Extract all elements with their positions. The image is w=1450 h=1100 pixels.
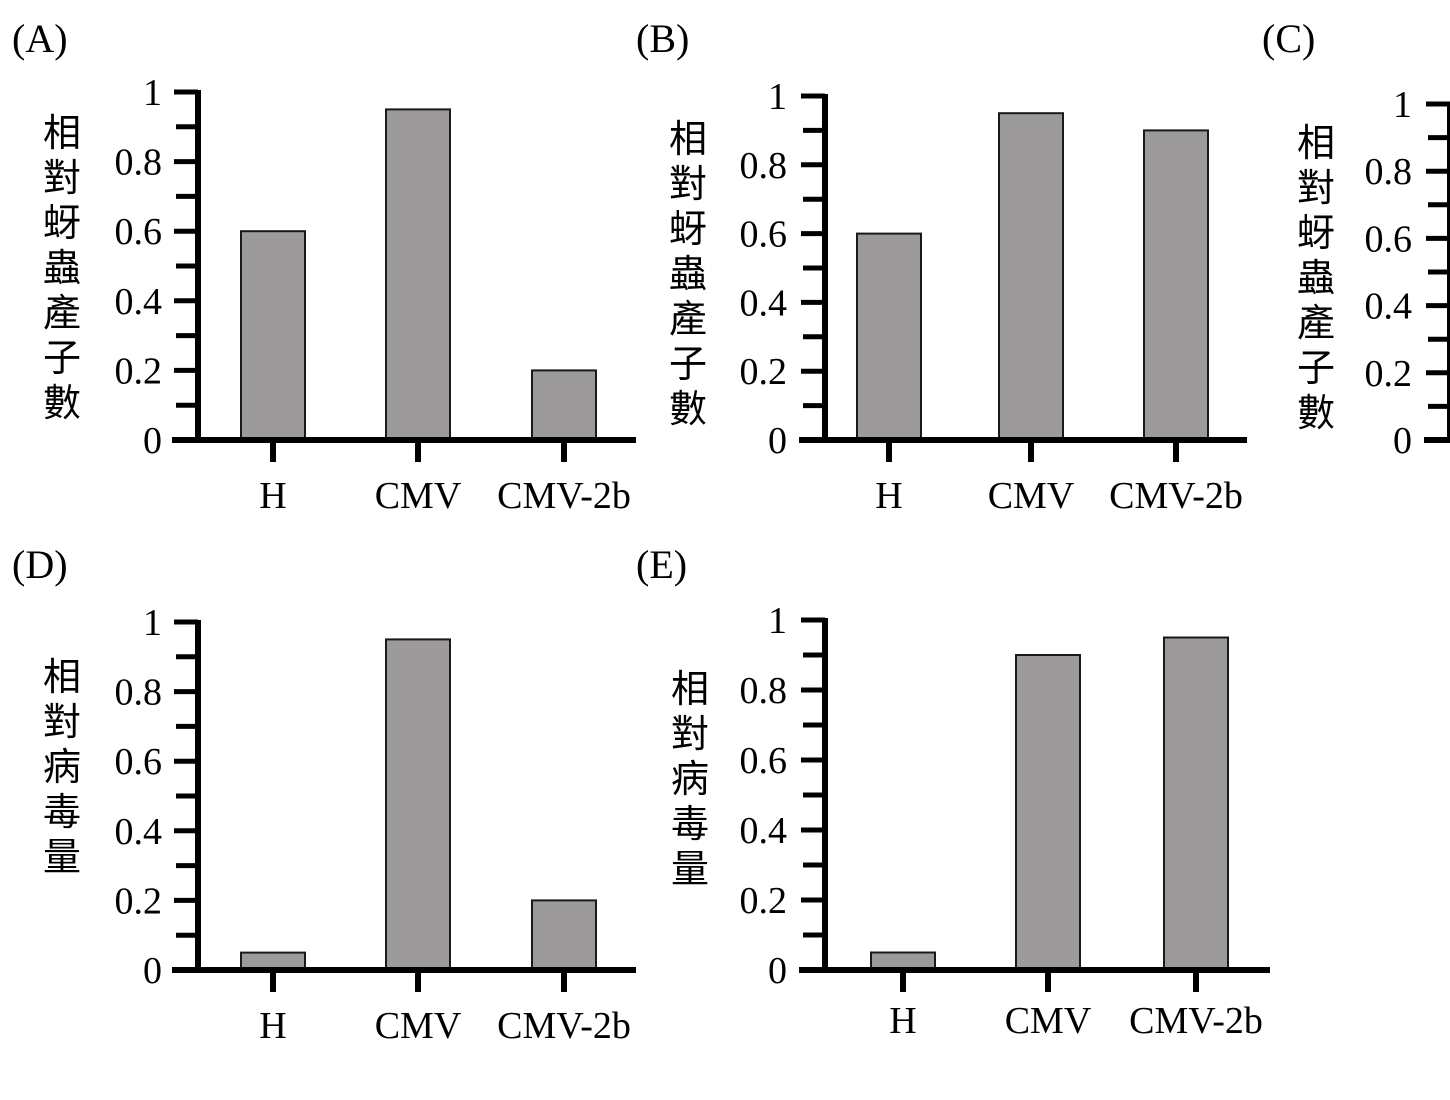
- panel-b-x-tick-label: CMV: [988, 475, 1075, 517]
- panel-e-x-tick-label: CMV: [1005, 1000, 1092, 1042]
- panel-d-ylabel-char: 對: [43, 700, 81, 744]
- panel-a-ylabel-char: 對: [43, 156, 81, 200]
- panel-d-bar: [385, 638, 451, 972]
- panel-d-ylabel-char: 量: [43, 835, 81, 879]
- panel-e-y-tick-label: 0.8: [740, 670, 788, 712]
- panel-e-y-tick-label: 0.6: [740, 740, 788, 782]
- panel-b-label: (B): [636, 16, 689, 61]
- panel-e-y-tick-label: 0.4: [740, 810, 788, 852]
- panel-d-ylabel-char: 病: [43, 745, 81, 789]
- panel-a-bar: [531, 369, 597, 441]
- panel-c-y-tick-label: 0.6: [1365, 218, 1413, 260]
- panel-c-y-tick-label: 0: [1393, 420, 1412, 462]
- panel-a-bar: [240, 230, 306, 441]
- panel-d-bar: [531, 899, 597, 972]
- panel-a-y-tick-label: 0.2: [115, 350, 163, 392]
- panel-c-ylabel-char: 產: [1297, 301, 1335, 345]
- panel-d-y-tick-label: 0.4: [115, 811, 163, 853]
- panel-a-y-tick-label: 0.8: [115, 142, 163, 184]
- panel-d-x-tick-label: CMV-2b: [497, 1005, 631, 1047]
- panel-a-ylabel-char: 蟲: [43, 246, 81, 290]
- panel-e-x-tick-label: H: [889, 1000, 916, 1042]
- panel-e-y-tick-label: 1: [768, 600, 787, 642]
- panel-c-y-tick-label: 0.4: [1365, 286, 1413, 328]
- panel-e-y-tick-label: 0.2: [740, 880, 788, 922]
- panel-b-bar: [856, 232, 922, 441]
- panel-e-x-tick-label: CMV-2b: [1129, 1000, 1263, 1042]
- panel-a-y-tick-label: 1: [143, 72, 162, 114]
- panel-b-y-tick-label: 1: [768, 76, 787, 118]
- panel-b-ylabel-char: 數: [669, 387, 707, 431]
- panel-e-ylabel-char: 相: [671, 667, 709, 711]
- panel-c-ylabel-char: 數: [1297, 391, 1335, 435]
- panel-e-ylabel-char: 病: [671, 757, 709, 801]
- panel-a-y-tick-label: 0.6: [115, 211, 163, 253]
- panel-c-ylabel-char: 子: [1297, 346, 1335, 390]
- panel-d-x-tick-label: H: [259, 1005, 286, 1047]
- panel-e-label: (E): [636, 542, 687, 587]
- panel-b-y-tick-label: 0.2: [740, 351, 788, 393]
- panel-b-ylabel-char: 產: [669, 297, 707, 341]
- panel-b-x-tick-label: CMV-2b: [1109, 475, 1243, 517]
- panel-b-bar: [1143, 129, 1209, 441]
- panel-d-label: (D): [12, 542, 68, 587]
- panel-b-y-tick-label: 0.6: [740, 214, 788, 256]
- panel-a-ylabel-char: 數: [43, 381, 81, 425]
- panel-e-bar: [1163, 636, 1229, 971]
- panel-b-ylabel-char: 蚜: [669, 207, 707, 251]
- panel-d-y-tick-label: 0.8: [115, 672, 163, 714]
- panel-a-ylabel-char: 蚜: [43, 201, 81, 245]
- panel-d-y-tick-label: 1: [143, 602, 162, 644]
- panel-a-ylabel-char: 產: [43, 291, 81, 335]
- panel-e-y-tick-label: 0: [768, 950, 787, 992]
- panel-e-ylabel-char: 毒: [671, 802, 709, 846]
- panel-b-y-tick-label: 0.4: [740, 282, 788, 324]
- panel-c-label: (C): [1262, 16, 1315, 61]
- panel-c-ylabel-char: 對: [1297, 166, 1335, 210]
- panel-c-y-tick-label: 0.2: [1365, 353, 1413, 395]
- panel-b-ylabel-char: 子: [669, 342, 707, 386]
- panel-c-y-tick-label: 1: [1393, 84, 1412, 126]
- panel-e-bar: [1015, 654, 1081, 971]
- panel-a-y-tick-label: 0: [143, 420, 162, 462]
- panel-c-ylabel-char: 蚜: [1297, 211, 1335, 255]
- panel-a-ylabel-char: 相: [43, 111, 81, 155]
- panel-c-y-tick-label: 0.8: [1365, 151, 1413, 193]
- panel-d-x-tick-label: CMV: [375, 1005, 462, 1047]
- panel-b-ylabel-char: 對: [669, 162, 707, 206]
- panel-b-y-tick-label: 0.8: [740, 145, 788, 187]
- panel-a-label: (A): [12, 16, 68, 61]
- panel-d-ylabel-char: 毒: [43, 790, 81, 834]
- panel-a-x-tick-label: CMV: [375, 475, 462, 517]
- panel-e-ylabel-char: 對: [671, 712, 709, 756]
- panel-a-x-tick-label: CMV-2b: [497, 475, 631, 517]
- panel-d-y-tick-label: 0.2: [115, 880, 163, 922]
- panel-b-y-tick-label: 0: [768, 420, 787, 462]
- panel-b-ylabel-char: 蟲: [669, 252, 707, 296]
- panel-a-ylabel-char: 子: [43, 336, 81, 380]
- panel-b-ylabel-char: 相: [669, 117, 707, 161]
- panel-d-y-tick-label: 0.6: [115, 741, 163, 783]
- panel-c-ylabel-char: 相: [1297, 121, 1335, 165]
- panel-a-bar: [385, 108, 451, 442]
- panel-d-y-tick-label: 0: [143, 950, 162, 992]
- panel-e-ylabel-char: 量: [671, 847, 709, 891]
- panel-c-ylabel-char: 蟲: [1297, 256, 1335, 300]
- panel-a-x-tick-label: H: [259, 475, 286, 517]
- panel-d-ylabel-char: 相: [43, 655, 81, 699]
- panel-b-bar: [998, 112, 1064, 441]
- panel-b-x-tick-label: H: [875, 475, 902, 517]
- panel-a-y-tick-label: 0.4: [115, 281, 163, 323]
